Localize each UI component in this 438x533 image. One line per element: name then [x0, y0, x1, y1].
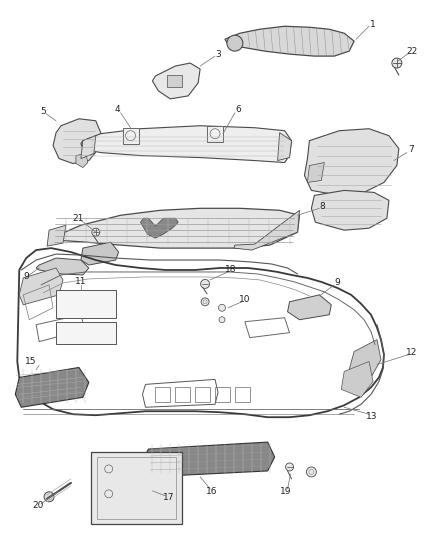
Text: 12: 12 [406, 348, 417, 357]
Text: 5: 5 [40, 107, 46, 116]
Text: 1: 1 [370, 20, 376, 29]
Text: 17: 17 [162, 493, 174, 502]
Circle shape [286, 463, 293, 471]
Polygon shape [288, 295, 331, 320]
Polygon shape [304, 129, 399, 196]
Polygon shape [278, 133, 292, 160]
Polygon shape [349, 340, 381, 377]
Polygon shape [341, 361, 373, 397]
Text: 9: 9 [23, 272, 29, 281]
Circle shape [392, 58, 402, 68]
Text: 20: 20 [32, 501, 44, 510]
Polygon shape [81, 136, 96, 158]
Circle shape [219, 317, 225, 322]
Polygon shape [15, 367, 89, 407]
Text: 21: 21 [72, 214, 84, 223]
Circle shape [44, 492, 54, 502]
Text: 13: 13 [366, 411, 378, 421]
FancyBboxPatch shape [56, 322, 116, 344]
FancyBboxPatch shape [91, 452, 182, 523]
Text: 22: 22 [406, 46, 417, 55]
Polygon shape [81, 242, 119, 265]
Text: 10: 10 [239, 295, 251, 304]
Polygon shape [36, 258, 89, 275]
Text: 11: 11 [75, 277, 87, 286]
Polygon shape [307, 163, 324, 182]
Polygon shape [76, 154, 88, 167]
Polygon shape [53, 119, 101, 164]
Text: 3: 3 [215, 50, 221, 59]
Polygon shape [49, 208, 300, 248]
Text: 8: 8 [319, 202, 325, 211]
Polygon shape [19, 268, 63, 305]
Polygon shape [141, 442, 275, 477]
Polygon shape [152, 63, 200, 99]
Circle shape [219, 304, 226, 311]
FancyBboxPatch shape [207, 126, 223, 142]
Circle shape [92, 228, 100, 236]
Circle shape [201, 298, 209, 306]
Polygon shape [81, 126, 292, 163]
Text: 15: 15 [25, 357, 37, 366]
Polygon shape [234, 211, 300, 250]
Text: 4: 4 [115, 106, 120, 114]
Polygon shape [167, 75, 182, 87]
Circle shape [201, 279, 209, 288]
Text: 19: 19 [280, 487, 291, 496]
Circle shape [227, 35, 243, 51]
Circle shape [307, 467, 316, 477]
Text: 16: 16 [206, 487, 218, 496]
FancyBboxPatch shape [56, 290, 116, 318]
FancyBboxPatch shape [123, 128, 138, 144]
Polygon shape [225, 26, 354, 56]
Text: 18: 18 [225, 265, 237, 274]
Text: 9: 9 [334, 278, 340, 287]
Polygon shape [47, 225, 66, 246]
Text: 6: 6 [235, 106, 241, 114]
Polygon shape [311, 190, 389, 230]
Text: 7: 7 [408, 145, 413, 154]
Polygon shape [141, 218, 178, 238]
